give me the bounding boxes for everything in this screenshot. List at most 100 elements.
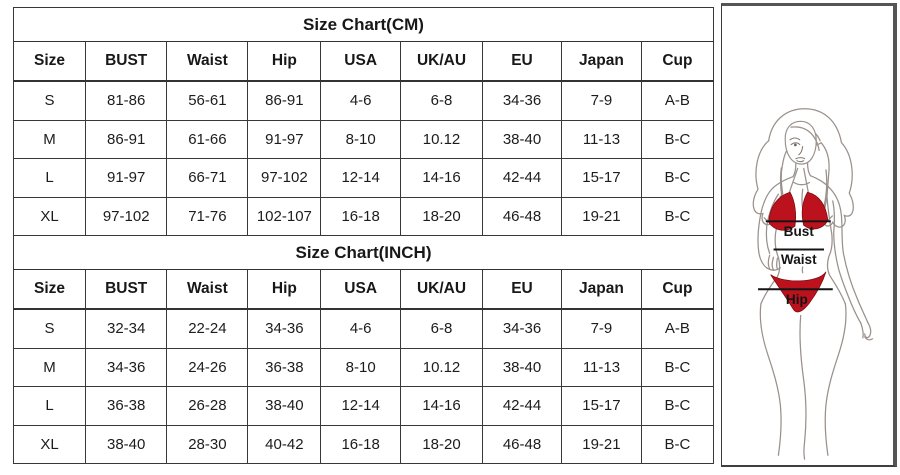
column-header: Hip [247,269,322,310]
value-cell: 10.12 [400,347,483,387]
value-cell: 10.12 [400,119,483,159]
value-cell: 34-36 [481,308,563,349]
value-cell: 24-26 [166,347,249,387]
column-header: EU [481,269,563,310]
value-cell: 66-71 [166,158,249,198]
value-cell: 7-9 [561,308,642,349]
bikini-bottom [769,271,826,313]
column-header: Japan [561,41,642,82]
value-cell: 28-30 [166,424,249,464]
value-cell: 22-24 [166,308,249,349]
value-cell: 16-18 [320,196,402,236]
column-header: USA [320,269,402,310]
value-cell: B-C [640,347,715,387]
value-cell: 7-9 [561,80,642,121]
value-cell: 8-10 [320,119,402,159]
size-cell: S [12,80,87,121]
face-features [789,126,820,163]
value-cell: 36-38 [85,386,168,426]
value-cell: 16-18 [320,424,402,464]
chart-title: Size Chart(CM) [13,7,714,42]
value-cell: 40-42 [247,424,322,464]
column-header: Waist [166,269,249,310]
value-cell: 15-17 [561,386,642,426]
value-cell: 34-36 [247,308,322,349]
value-cell: 14-16 [400,386,483,426]
body-line-art [756,126,873,460]
column-header-row: Size BUST Waist Hip USA UK/AU EU Japan Cup [12,41,715,82]
value-cell: 18-20 [400,424,483,464]
value-cell: 18-20 [400,196,483,236]
value-cell: 4-6 [320,308,402,349]
table-row: L 36-38 26-28 38-40 12-14 14-16 42-44 15-17 B-C [12,386,715,426]
waist-label: Waist [780,252,816,267]
value-cell: 36-38 [247,347,322,387]
value-cell: 19-21 [561,196,642,236]
column-header: BUST [85,269,168,310]
value-cell: B-C [640,424,715,464]
value-cell: 46-48 [481,424,563,464]
table-row: L 91-97 66-71 97-102 12-14 14-16 42-44 15-17 B-C [12,158,715,198]
table-row: XL 38-40 28-30 40-42 16-18 18-20 46-48 19-21 B-C [12,424,715,464]
value-cell: 11-13 [561,347,642,387]
value-cell: A-B [640,80,715,121]
value-cell: 19-21 [561,424,642,464]
column-header: UK/AU [400,269,483,310]
column-header: Size [12,41,87,82]
column-header: Cup [640,41,715,82]
size-cell: S [12,308,87,349]
column-header: Hip [247,41,322,82]
value-cell: B-C [640,119,715,159]
size-cell: M [12,347,87,387]
bikini-strings [762,167,833,223]
table-row: S 81-86 56-61 86-91 4-6 6-8 34-36 7-9 A-B [12,80,715,121]
hip-label: Hip [785,292,807,307]
column-header-row: Size BUST Waist Hip USA UK/AU EU Japan Cup [12,269,715,310]
size-cell: L [12,158,87,198]
column-header: Cup [640,269,715,310]
value-cell: 12-14 [320,386,402,426]
value-cell: B-C [640,386,715,426]
chart-title: Size Chart(INCH) [13,235,714,270]
value-cell: 15-17 [561,158,642,198]
chart-title-row: Size Chart(CM) [13,7,714,42]
chart-title-row: Size Chart(INCH) [13,235,714,270]
size-cell: XL [12,424,87,464]
value-cell: 61-66 [166,119,249,159]
value-cell: 4-6 [320,80,402,121]
value-cell: 46-48 [481,196,563,236]
table-row: S 32-34 22-24 34-36 4-6 6-8 34-36 7-9 A-B [12,308,715,349]
value-cell: 102-107 [247,196,322,236]
value-cell: 34-36 [481,80,563,121]
column-header: Japan [561,269,642,310]
value-cell: 12-14 [320,158,402,198]
value-cell: 86-91 [85,119,168,159]
value-cell: 38-40 [481,119,563,159]
size-cell: M [12,119,87,159]
value-cell: 26-28 [166,386,249,426]
value-cell: 56-61 [166,80,249,121]
value-cell: 97-102 [247,158,322,198]
figure-box: Bust Waist Hip [721,3,897,467]
tables-area: Size Chart(CM) Size BUST Waist Hip USA UK/AU EU… [12,7,715,464]
value-cell: 42-44 [481,386,563,426]
value-cell: 97-102 [85,196,168,236]
table-row: M 34-36 24-26 36-38 8-10 10.12 38-40 11-13 B-C [12,347,715,387]
value-cell: 38-40 [85,424,168,464]
value-cell: 6-8 [400,308,483,349]
size-chart-inch-table: Size Chart(INCH) Size BUST Waist Hip USA UK/AU… [12,235,715,464]
value-cell: 14-16 [400,158,483,198]
value-cell: 91-97 [247,119,322,159]
value-cell: 71-76 [166,196,249,236]
value-cell: 8-10 [320,347,402,387]
column-header: EU [481,41,563,82]
value-cell: B-C [640,196,715,236]
size-cell: XL [12,196,87,236]
value-cell: 32-34 [85,308,168,349]
value-cell: 38-40 [247,386,322,426]
table-row: XL 97-102 71-76 102-107 16-18 18-20 46-48 19-21… [12,196,715,236]
value-cell: 6-8 [400,80,483,121]
value-cell: A-B [640,308,715,349]
value-cell: 81-86 [85,80,168,121]
size-chart-cm-table: Size Chart(CM) Size BUST Waist Hip USA UK/AU EU… [12,7,715,236]
